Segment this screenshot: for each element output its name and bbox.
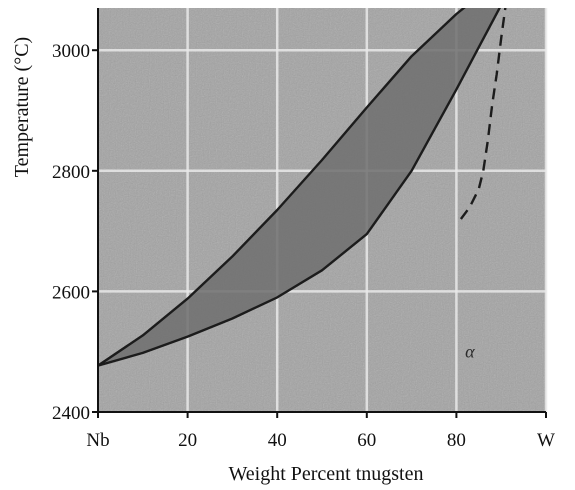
- phase-label-0: α: [465, 342, 475, 362]
- y-tick-label-0: 2400: [52, 403, 90, 424]
- x-tick-label-3: 60: [357, 430, 376, 451]
- y-axis-title: Temperature (°C): [11, 37, 33, 177]
- y-tick-label-3: 3000: [52, 41, 90, 62]
- x-tick-label-2: 40: [268, 430, 287, 451]
- x-tick-label-0: Nb: [86, 430, 109, 451]
- y-tick-label-1: 2600: [52, 282, 90, 303]
- x-tick-label-5: W: [537, 430, 555, 451]
- x-tick-label-4: 80: [447, 430, 466, 451]
- dashed-boundary-curve: [459, 8, 507, 220]
- axes: [92, 8, 547, 418]
- y-tick-label-2: 2800: [52, 162, 90, 183]
- liquidus-curve: [98, 8, 466, 367]
- solidus-curve: [98, 8, 501, 367]
- x-tick-label-1: 20: [178, 430, 197, 451]
- tick-labels: Nb 20 40 60 80 W 2400 2600 2800 3000: [52, 41, 555, 451]
- phase-boundaries: [98, 8, 507, 367]
- x-axis-title: Weight Percent tnugsten: [228, 463, 423, 485]
- annotations: α: [465, 342, 475, 362]
